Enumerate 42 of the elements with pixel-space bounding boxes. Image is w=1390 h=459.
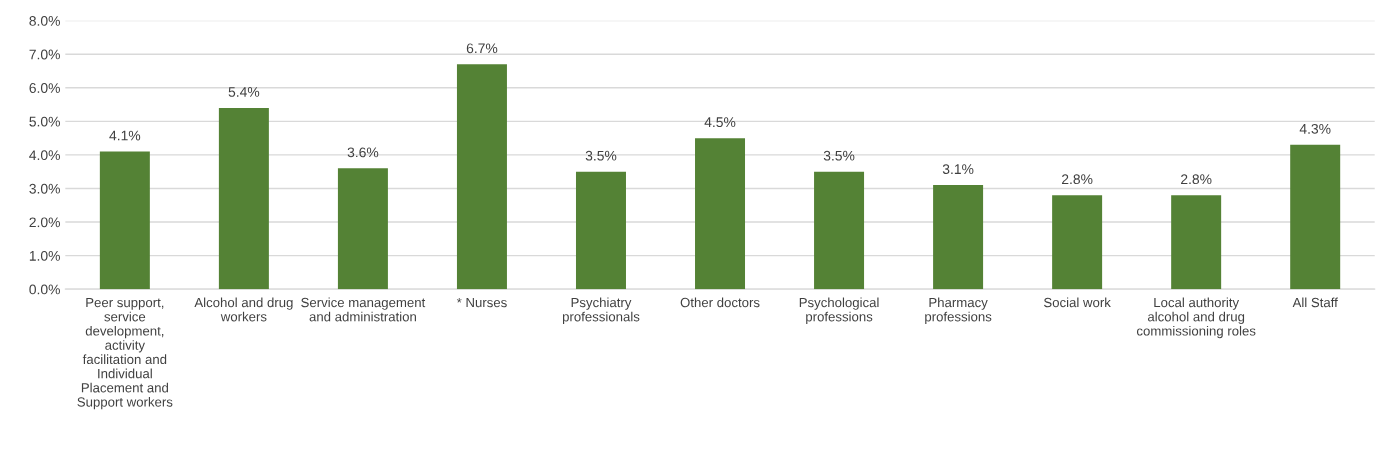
x-tick-label: All Staff [1292,297,1338,308]
bar [933,185,984,290]
y-tick-label: 1.0% [29,250,60,261]
data-label: 3.6% [347,147,379,158]
x-tick-label: Psychiatry professionals [562,297,640,325]
x-tick-label: Peer support, service development, activity facilitation and Individual Placement and Support workers [77,297,173,410]
y-tick-label: 0.0% [29,284,60,295]
y-tick-label: 7.0% [29,49,60,60]
y-tick-label: 4.0% [29,150,60,161]
bar [99,151,150,290]
data-label: 3.1% [942,164,974,175]
x-tick-label: Psychological professions [799,297,879,325]
data-label: 6.7% [466,43,498,54]
y-tick-label: 6.0% [29,83,60,93]
bar [814,171,865,290]
data-label: 3.5% [585,150,617,161]
x-tick-label: Service management and administration [301,297,426,322]
bar [575,171,626,290]
bar [1290,144,1341,290]
y-tick-label: 8.0% [29,15,60,26]
data-label: 5.4% [228,87,260,97]
data-label: 3.5% [823,150,855,161]
data-label: 2.8% [1061,174,1093,185]
y-tick-label: 3.0% [29,183,60,194]
bar [1052,195,1103,290]
bar [218,107,269,290]
x-tick-label: Pharmacy professions [925,297,992,325]
x-tick-label: Social work [1043,297,1111,308]
bar [337,168,388,290]
bar [1171,195,1222,290]
x-tick-label: * Nurses [456,297,507,308]
data-label: 2.8% [1181,174,1212,185]
bar [456,64,507,290]
data-label: 4.5% [704,117,736,128]
y-tick-label: 5.0% [29,116,60,127]
y-tick-label: 2.0% [29,217,60,228]
data-label: 4.3% [1299,123,1331,134]
x-tick-label: Other doctors [680,297,760,308]
x-tick-label: Alcohol and drug workers [194,297,293,322]
data-label: 4.1% [109,130,141,141]
x-tick-label: Local authority alcohol and drug commissioning roles [1136,297,1256,339]
bar [695,138,746,290]
